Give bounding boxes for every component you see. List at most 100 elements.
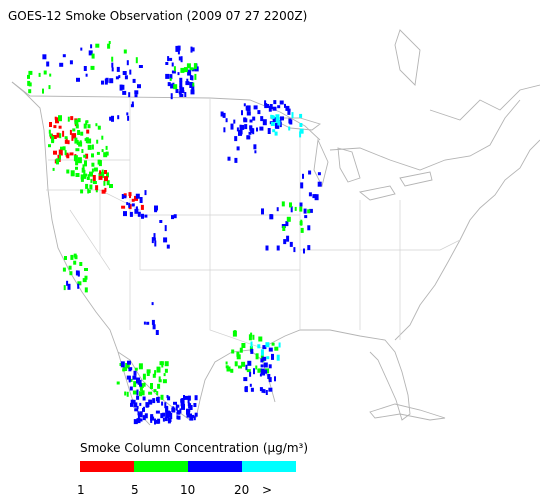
smoke-pixel [75,124,79,129]
smoke-pixel [283,239,287,245]
smoke-pixel [138,363,143,370]
smoke-pixel [96,139,99,144]
smoke-pixel [148,399,153,405]
smoke-pixel [266,356,270,360]
smoke-pixel [162,379,167,384]
smoke-pixel [92,181,97,184]
smoke-pixel [226,366,231,372]
smoke-pixel [299,113,303,118]
smoke-pixel [193,403,197,407]
smoke-pixel [150,383,153,389]
smoke-pixel [67,140,70,145]
smoke-pixel [91,153,94,158]
smoke-pixel [141,213,144,219]
smoke-pixel [274,131,278,136]
canada-border [11,81,521,171]
smoke-pixel [276,354,280,361]
smoke-layer [27,41,322,425]
smoke-pixel [255,353,259,360]
smoke-pixel [189,75,192,80]
smoke-pixel [303,248,305,254]
smoke-pixel [272,117,277,123]
smoke-pixel [96,151,100,155]
smoke-pixel [142,415,146,421]
smoke-pixel [162,412,166,417]
smoke-pixel [243,103,246,107]
smoke-pixel [160,413,164,419]
smoke-pixel [87,144,92,150]
smoke-pixel [135,57,138,64]
smoke-pixel [84,275,88,280]
smoke-pixel [120,361,125,368]
smoke-pixel [170,93,173,100]
smoke-pixel [151,302,154,306]
smoke-pixel [177,404,180,408]
smoke-pixel [246,111,251,116]
smoke-pixel [123,211,127,217]
smoke-pixel [267,128,271,134]
smoke-pixel [55,117,59,124]
smoke-pixel [84,160,87,167]
smoke-pixel [262,356,267,361]
smoke-pixel [236,351,240,357]
smoke-pixel [89,184,93,190]
smoke-pixel [177,48,180,55]
smoke-pixel [314,194,319,201]
smoke-pixel [136,395,140,400]
smoke-pixel [69,152,74,156]
smoke-pixel [253,144,257,150]
smoke-pixel [131,203,135,207]
smoke-pixel [139,197,143,203]
smoke-pixel [129,69,132,75]
smoke-pixel [191,47,195,52]
smoke-pixel [58,125,62,129]
smoke-pixel [181,87,185,93]
smoke-pixel [299,128,304,134]
smoke-pixel [257,344,261,349]
smoke-pixel [275,114,280,118]
smoke-pixel [268,387,273,392]
smoke-pixel [160,394,164,400]
smoke-pixel [156,396,160,403]
smoke-pixel [243,117,247,122]
smoke-pixel [132,375,137,380]
smoke-pixel [124,75,128,80]
smoke-pixel [239,347,243,353]
smoke-pixel [137,211,141,217]
smoke-pixel [166,244,170,249]
smoke-pixel [259,387,263,392]
smoke-pixel [247,360,252,366]
smoke-pixel [260,368,265,375]
smoke-pixel [122,90,127,95]
smoke-pixel [256,127,258,132]
smoke-pixel [103,152,108,158]
smoke-pixel [83,173,88,177]
smoke-pixel [28,89,32,94]
legend-swatch [242,461,296,472]
smoke-pixel [245,106,248,111]
smoke-pixel [83,123,87,129]
smoke-pixel [158,379,162,383]
smoke-pixel [115,76,119,80]
smoke-pixel [276,245,280,251]
smoke-pixel [153,389,157,393]
smoke-pixel [129,386,133,391]
smoke-pixel [152,324,156,330]
smoke-pixel [89,171,93,177]
smoke-pixel [299,206,303,212]
smoke-pixel [42,88,44,94]
smoke-pixel [134,90,139,95]
smoke-pixel [171,70,176,74]
smoke-pixel [101,135,104,140]
smoke-pixel [150,414,154,419]
smoke-pixel [128,202,131,208]
smoke-pixel [248,334,252,341]
smoke-pixel [109,78,114,84]
smoke-pixel [99,160,102,165]
smoke-pixel [38,72,41,77]
smoke-pixel [101,169,104,174]
smoke-pixel [122,195,127,199]
smoke-pixel [128,376,131,381]
smoke-pixel [291,112,294,119]
